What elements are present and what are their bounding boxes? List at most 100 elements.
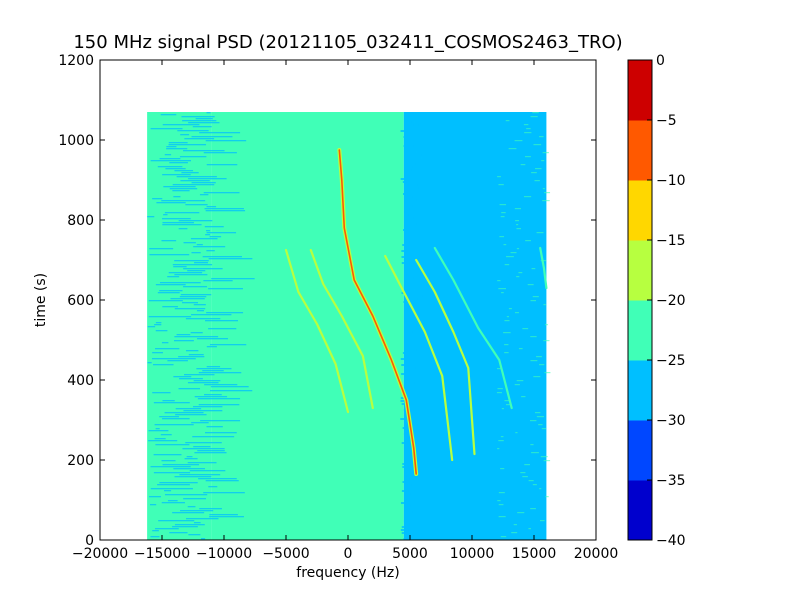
noise-streak: [156, 202, 186, 204]
colorbar-tick-label: −40: [656, 533, 686, 549]
noise-streak: [405, 253, 413, 255]
noise-streak: [407, 205, 413, 207]
noise-streak: [150, 128, 183, 130]
noise-streak: [206, 366, 221, 368]
noise-streak: [175, 408, 202, 410]
chart-title: 150 MHz signal PSD (20121105_032411_COSM…: [73, 32, 622, 53]
noise-streak: [413, 124, 419, 126]
noise-streak: [192, 126, 212, 128]
noise-streak: [544, 324, 548, 326]
noise-streak: [401, 373, 408, 375]
noise-streak: [411, 121, 415, 123]
noise-streak: [169, 162, 188, 164]
noise-streak: [163, 186, 196, 188]
noise-streak: [531, 172, 537, 174]
noise-streak: [543, 340, 550, 342]
noise-streak: [539, 488, 542, 490]
noise-streak: [518, 272, 523, 274]
colorbar-tick-label: −25: [656, 353, 686, 369]
x-axis-label: frequency (Hz): [296, 565, 399, 581]
noise-streak: [205, 320, 238, 322]
noise-streak: [402, 427, 406, 429]
heatmap-region: [211, 112, 404, 540]
noise-streak: [164, 154, 172, 156]
noise-streak: [410, 115, 417, 117]
noise-streak: [161, 460, 176, 462]
noise-streak: [412, 166, 417, 168]
x-tick-label: −5000: [262, 546, 309, 562]
noise-streak: [406, 388, 417, 390]
noise-streak: [403, 538, 409, 540]
noise-streak: [174, 524, 205, 526]
x-tick-label: −15000: [134, 546, 190, 562]
noise-streak: [161, 502, 185, 504]
noise-streak: [186, 518, 219, 520]
noise-streak: [410, 412, 417, 414]
x-tick-label: 5000: [392, 546, 428, 562]
noise-streak: [532, 484, 537, 486]
noise-streak: [404, 220, 413, 222]
noise-streak: [408, 367, 416, 369]
signal-trace: [384, 254, 454, 462]
noise-streak: [518, 348, 523, 350]
noise-streak: [179, 296, 207, 298]
noise-streak: [204, 384, 238, 386]
noise-streak: [528, 528, 531, 530]
noise-streak: [205, 210, 246, 212]
noise-streak: [414, 487, 422, 489]
noise-streak: [498, 184, 504, 186]
noise-streak: [162, 224, 202, 226]
noise-streak: [152, 392, 171, 394]
noise-streak: [501, 212, 506, 214]
noise-streak: [533, 144, 542, 146]
noise-streak: [408, 223, 417, 225]
noise-streak: [197, 338, 228, 340]
noise-streak: [208, 288, 243, 290]
noise-streak: [159, 158, 181, 160]
noise-streak: [158, 520, 195, 522]
noise-streak: [514, 208, 522, 210]
colorbar-tick-label: −15: [656, 233, 686, 249]
noise-streak: [522, 476, 528, 478]
noise-streak: [505, 404, 512, 406]
noise-streak: [155, 444, 190, 446]
noise-streak: [414, 289, 418, 291]
noise-streak: [148, 440, 178, 442]
noise-streak: [410, 316, 418, 318]
y-tick-label: 1200: [58, 53, 94, 69]
noise-streak: [412, 514, 421, 516]
noise-streak: [193, 246, 226, 248]
noise-streak: [205, 140, 247, 142]
noise-streak: [173, 196, 181, 198]
noise-streak: [203, 280, 233, 282]
noise-streak: [497, 176, 501, 178]
noise-streak: [159, 482, 198, 484]
noise-streak: [401, 526, 406, 528]
noise-streak: [196, 310, 204, 312]
noise-streak: [175, 414, 207, 416]
noise-streak: [535, 168, 542, 170]
noise-streak: [185, 318, 221, 320]
noise-streak: [497, 280, 501, 282]
noise-streak: [155, 428, 160, 430]
noise-streak: [180, 180, 210, 182]
noise-streak: [412, 148, 421, 150]
noise-streak: [401, 256, 412, 258]
noise-streak: [185, 204, 208, 206]
noise-streak: [411, 361, 421, 363]
noise-streak: [180, 510, 214, 512]
noise-streak: [199, 194, 209, 196]
noise-streak: [172, 264, 213, 266]
noise-streak: [194, 262, 208, 264]
noise-streak: [409, 322, 413, 324]
noise-streak: [206, 426, 223, 428]
noise-streak: [209, 236, 222, 238]
colorbar-tick-label: −30: [656, 413, 686, 429]
noise-streak: [181, 116, 215, 118]
y-tick-label: 600: [67, 293, 94, 309]
x-tick-label: 0: [344, 546, 353, 562]
noise-streak: [504, 320, 510, 322]
noise-streak: [406, 472, 418, 474]
noise-streak: [534, 412, 541, 414]
x-tick-label: 15000: [512, 546, 557, 562]
